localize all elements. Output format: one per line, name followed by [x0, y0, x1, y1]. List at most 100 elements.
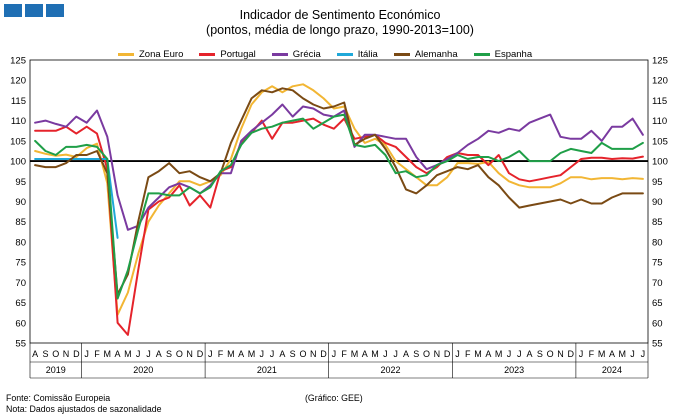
month-tick-label: D: [568, 349, 575, 359]
y-tick-label-right: 65: [652, 298, 663, 309]
month-tick-label: F: [341, 349, 347, 359]
month-tick-label: O: [547, 349, 554, 359]
chart-legend: Zona Euro Portugal Grécia Itália Alemanha Esp…: [118, 49, 532, 60]
month-tick-label: M: [495, 349, 503, 359]
chart-title-block: Indicador de Sentimento Económico (ponto…: [0, 8, 680, 38]
y-tick-label-left: 70: [15, 278, 26, 289]
month-tick-label: J: [84, 349, 89, 359]
month-tick-label: J: [630, 349, 635, 359]
month-tick-label: A: [362, 349, 368, 359]
y-tick-label-left: 115: [11, 96, 26, 107]
month-tick-label: N: [186, 349, 193, 359]
y-tick-label-right: 60: [652, 318, 663, 329]
month-tick-label: S: [413, 349, 419, 359]
y-tick-label-left: 95: [15, 177, 26, 188]
year-label: 2022: [380, 365, 400, 375]
series-line-zona-euro: [34, 83, 644, 316]
y-tick-label-right: 105: [652, 136, 668, 147]
month-tick-label: N: [63, 349, 70, 359]
y-tick-label-left: 55: [15, 339, 26, 350]
y-tick-label-left: 75: [15, 258, 26, 269]
y-tick-label-left: 125: [10, 56, 26, 67]
year-label: 2020: [133, 365, 153, 375]
legend-item: Espanha: [473, 49, 533, 60]
month-tick-label: J: [136, 349, 141, 359]
legend-swatch: [199, 53, 216, 56]
series-line-alemanha: [34, 87, 644, 296]
month-tick-label: F: [465, 349, 471, 359]
y-tick-label-left: 85: [15, 217, 26, 228]
month-tick-label: O: [52, 349, 59, 359]
month-tick-label: M: [124, 349, 132, 359]
month-tick-label: J: [393, 349, 398, 359]
month-tick-label: N: [310, 349, 317, 359]
month-tick-label: F: [218, 349, 224, 359]
month-tick-label: A: [609, 349, 615, 359]
y-tick-label-right: 55: [652, 339, 663, 350]
month-tick-label: A: [156, 349, 162, 359]
month-tick-label: J: [579, 349, 584, 359]
month-tick-label: J: [383, 349, 388, 359]
month-tick-label: A: [115, 349, 121, 359]
y-tick-label-right: 80: [652, 237, 663, 248]
legend-item: Grécia: [271, 49, 321, 60]
month-tick-label: J: [146, 349, 151, 359]
logo-block: [25, 4, 43, 17]
series-line-espanha: [34, 113, 644, 300]
legend-label: Espanha: [494, 49, 533, 60]
month-tick-label: M: [227, 349, 235, 359]
month-tick-label: S: [166, 349, 172, 359]
y-tick-label-right: 120: [652, 76, 668, 87]
month-tick-label: O: [299, 349, 306, 359]
month-tick-label: M: [619, 349, 627, 359]
legend-item: Itália: [336, 49, 378, 60]
month-tick-label: D: [73, 349, 80, 359]
series-line-it-lia: [34, 158, 119, 239]
month-tick-label: S: [290, 349, 296, 359]
y-tick-label-left: 90: [15, 197, 26, 208]
month-tick-label: A: [32, 349, 38, 359]
month-tick-label: N: [434, 349, 441, 359]
month-tick-label: M: [248, 349, 256, 359]
y-tick-label-right: 70: [652, 278, 663, 289]
legend-swatch: [271, 53, 288, 56]
month-tick-label: S: [537, 349, 543, 359]
legend-swatch: [473, 53, 490, 56]
month-tick-label: D: [197, 349, 204, 359]
month-tick-label: J: [260, 349, 265, 359]
year-label: 2019: [46, 365, 66, 375]
chart-credit: (Gráfico: GEE): [305, 393, 363, 403]
month-tick-label: S: [42, 349, 48, 359]
legend-swatch: [393, 53, 410, 56]
month-tick-label: N: [557, 349, 564, 359]
year-label: 2021: [257, 365, 277, 375]
month-tick-label: F: [589, 349, 595, 359]
chart-title: Indicador de Sentimento Económico: [239, 8, 441, 22]
chart-subtitle: (pontos, média de longo prazo, 1990-2013…: [206, 23, 474, 37]
month-tick-label: O: [423, 349, 430, 359]
month-tick-label: A: [485, 349, 491, 359]
month-tick-label: D: [320, 349, 327, 359]
month-tick-label: J: [270, 349, 275, 359]
legend-label: Zona Euro: [139, 49, 184, 60]
month-tick-label: J: [332, 349, 337, 359]
month-tick-label: D: [444, 349, 451, 359]
y-tick-label-left: 110: [11, 116, 26, 127]
y-tick-label-left: 105: [10, 136, 26, 147]
legend-item: Alemanha: [393, 49, 458, 60]
legend-item: Zona Euro: [118, 49, 183, 60]
month-tick-label: J: [641, 349, 646, 359]
month-tick-label: M: [598, 349, 606, 359]
y-tick-label-right: 125: [652, 56, 668, 67]
y-tick-label-right: 90: [652, 197, 663, 208]
y-tick-label-right: 75: [652, 258, 663, 269]
month-tick-label: A: [527, 349, 533, 359]
legend-label: Alemanha: [414, 49, 458, 60]
y-tick-label-right: 115: [652, 96, 667, 107]
legend-label: Grécia: [292, 49, 321, 60]
logo-block: [46, 4, 64, 17]
y-tick-label-right: 85: [652, 217, 663, 228]
legend-label: Portugal: [220, 49, 256, 60]
y-tick-label-left: 120: [10, 76, 26, 87]
